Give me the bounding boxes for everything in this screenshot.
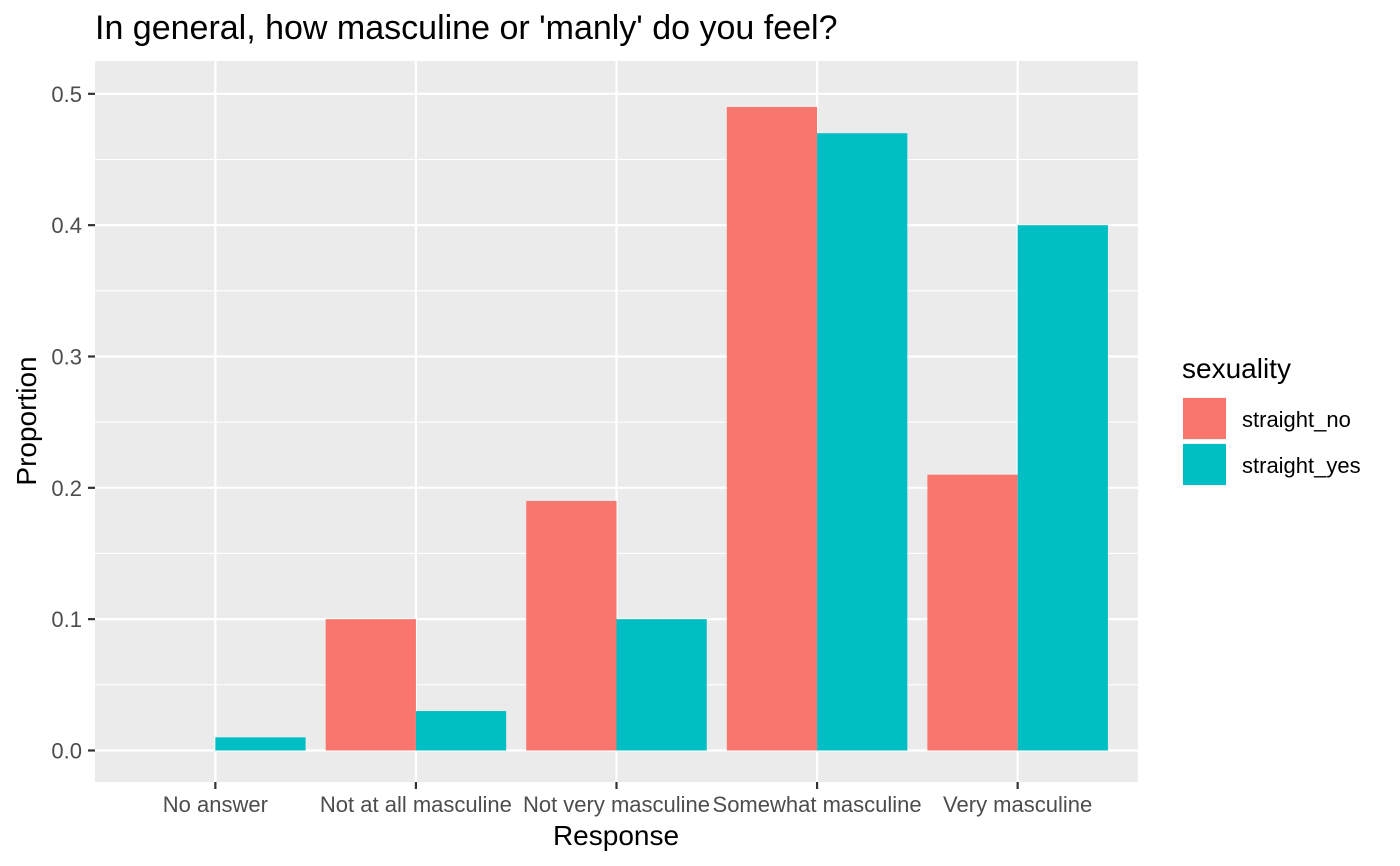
x-tick-label: Not at all masculine <box>320 792 512 817</box>
x-tick-label: No answer <box>163 792 268 817</box>
bars <box>215 106 1108 751</box>
y-tick-label: 0.3 <box>51 344 82 369</box>
y-tick-label: 0.4 <box>51 213 82 238</box>
bar-straight_yes-2 <box>616 619 707 751</box>
x-axis: No answer Not at all masculine Not very ma… <box>163 782 1092 817</box>
y-tick-label: 0.2 <box>51 476 82 501</box>
bar-straight_no-1 <box>325 619 416 751</box>
bar-straight_no-4 <box>927 474 1018 751</box>
legend-swatch-straight_yes <box>1183 444 1226 485</box>
x-tick-label: Not very masculine <box>523 792 710 817</box>
chart-title: In general, how masculine or 'manly' do … <box>95 9 838 47</box>
y-tick-label: 0.1 <box>51 607 82 632</box>
y-tick-label: 0.0 <box>51 738 82 763</box>
x-axis-title: Response <box>553 820 679 851</box>
bar-straight_yes-1 <box>415 711 507 751</box>
legend-items: straight_no straight_yes <box>1183 397 1361 486</box>
y-axis-title: Proportion <box>11 356 42 485</box>
legend: sexuality straight_no straight_yes <box>1182 353 1361 486</box>
x-tick-label: Very masculine <box>943 792 1092 817</box>
bar-straight_yes-3 <box>817 133 908 751</box>
x-tick-label: Somewhat masculine <box>713 792 922 817</box>
y-axis: 0.0 0.1 0.2 0.3 0.4 0.5 <box>51 82 95 763</box>
legend-title: sexuality <box>1182 353 1291 384</box>
legend-label-straight_no: straight_no <box>1242 407 1351 432</box>
bar-straight_yes-4 <box>1017 225 1108 751</box>
bar-straight_no-3 <box>726 106 818 751</box>
legend-swatch-straight_no <box>1183 398 1226 439</box>
bar-straight_no-2 <box>526 500 617 751</box>
y-tick-label: 0.5 <box>51 82 82 107</box>
legend-label-straight_yes: straight_yes <box>1242 453 1361 478</box>
bar-straight_yes-0 <box>215 737 306 751</box>
